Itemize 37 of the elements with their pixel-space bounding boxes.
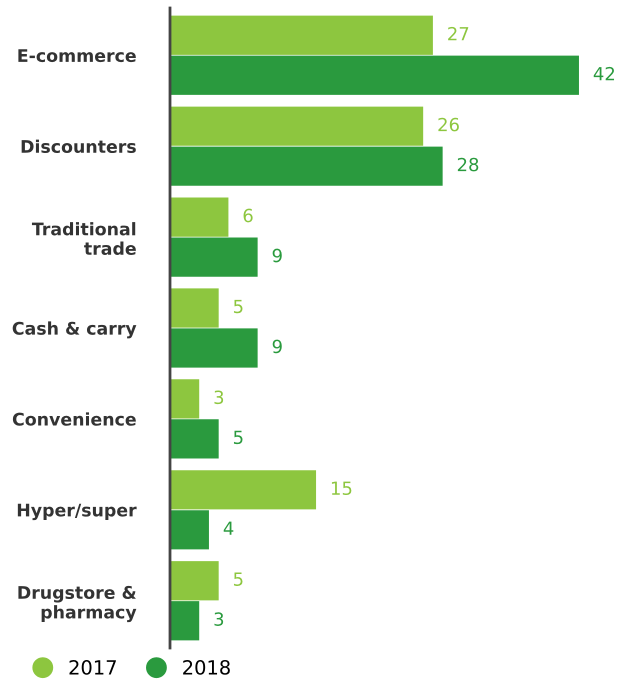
data-label: 42	[594, 66, 614, 80]
y-tick-label: Convenience	[12, 412, 136, 426]
data-label: 6	[244, 208, 253, 222]
data-label: 28	[458, 158, 478, 172]
bar	[170, 328, 258, 368]
y-tick-label: Discounters	[22, 140, 136, 154]
bar	[170, 470, 316, 510]
y-tick-label: Drugstore & pharmacy	[18, 586, 136, 622]
bar	[170, 561, 219, 600]
data-label: 5	[234, 300, 242, 314]
data-label: 9	[272, 248, 282, 262]
bar	[170, 16, 433, 55]
y-tick-label: Traditional trade	[32, 222, 136, 255]
legend-label: 2017	[69, 660, 116, 675]
data-label: 3	[214, 612, 224, 626]
data-label: 15	[332, 482, 352, 496]
legend-label: 2018	[183, 660, 230, 675]
data-label: 27	[448, 26, 468, 40]
data-label: 4	[224, 522, 234, 535]
bar	[170, 288, 219, 328]
y-tick-label: Cash & carry	[12, 321, 136, 338]
y-tick-label: E-commerce	[18, 49, 136, 62]
data-label: 3	[214, 390, 224, 404]
bar	[170, 237, 258, 277]
bar	[170, 106, 424, 146]
data-label: 9	[272, 340, 282, 354]
bar	[170, 601, 200, 640]
bar	[170, 419, 219, 459]
bar	[170, 56, 579, 95]
y-tick-label: Hyper/super	[18, 504, 137, 520]
data-label: 5	[234, 430, 242, 444]
data-label: 5	[234, 572, 242, 586]
bar	[170, 510, 209, 550]
bar	[170, 379, 200, 419]
bar	[170, 197, 228, 237]
data-label: 26	[438, 118, 459, 132]
bar	[170, 146, 443, 186]
